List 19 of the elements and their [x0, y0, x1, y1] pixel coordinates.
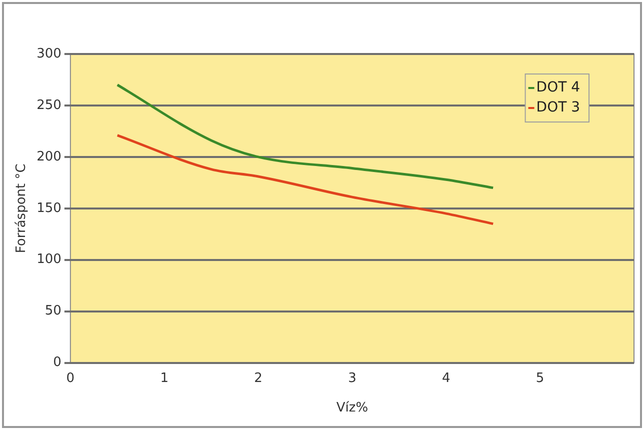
line-series — [116, 134, 494, 226]
x-axis-title: Víz% — [336, 400, 368, 416]
x-tick-label: 5 — [536, 370, 544, 386]
x-tick-label: 1 — [160, 370, 168, 386]
legend-label: DOT 3 — [536, 100, 580, 116]
y-tick-label: 100 — [36, 252, 62, 268]
x-tick-label: 3 — [348, 370, 356, 386]
y-tick-label: 150 — [36, 200, 62, 216]
legend-label: DOT 4 — [536, 80, 580, 96]
y-tick-label: 250 — [36, 98, 62, 113]
y-tick-label: 0 — [53, 355, 62, 370]
x-tick-label: 2 — [254, 370, 262, 386]
y-axis-title: Forráspont °C — [14, 164, 30, 254]
y-tick-label: 50 — [44, 304, 62, 319]
y-tick-label: 200 — [36, 149, 62, 164]
y-tick-label: 300 — [36, 46, 62, 62]
x-tick-label: 4 — [442, 370, 450, 386]
x-tick-label: 0 — [66, 370, 75, 386]
line-series — [116, 84, 494, 190]
